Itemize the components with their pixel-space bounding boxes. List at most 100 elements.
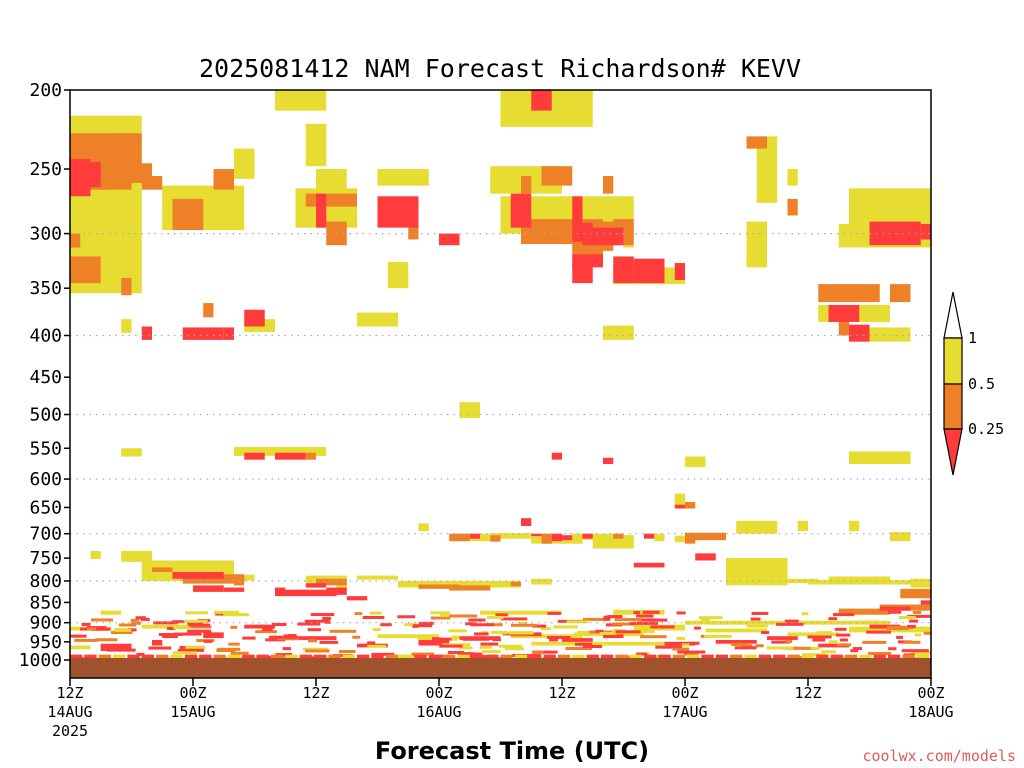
heatmap-cell [369, 611, 382, 615]
heatmap-cell [920, 600, 931, 605]
heatmap-cell [182, 327, 224, 340]
heatmap-cell [511, 623, 538, 627]
heatmap-cell [500, 654, 513, 659]
heatmap-cell [828, 576, 890, 581]
heatmap-cell [228, 642, 240, 646]
y-tick-label: 900 [29, 613, 62, 634]
heatmap-cell [501, 617, 528, 621]
heatmap-cell [758, 654, 772, 659]
y-tick-label: 400 [29, 325, 62, 346]
heatmap-cell [316, 578, 347, 586]
heatmap-cell [890, 532, 911, 542]
heatmap-cell [582, 644, 603, 648]
heatmap-cell [479, 645, 492, 649]
heatmap-cell [582, 227, 624, 246]
heatmap-cell [275, 452, 306, 460]
heatmap-cell [532, 650, 558, 654]
heatmap-cell [275, 653, 293, 657]
heatmap-cell [199, 654, 212, 659]
heatmap-cell [541, 166, 573, 186]
heatmap-cell [755, 644, 764, 648]
heatmap-cell [305, 583, 327, 588]
heatmap-cell [203, 303, 214, 318]
heatmap-cell [849, 324, 870, 342]
heatmap-cell [572, 241, 603, 257]
heatmap-cell [543, 654, 556, 659]
heatmap-cell [486, 654, 499, 659]
heatmap-cell [95, 638, 118, 642]
heatmap-cell [475, 636, 498, 640]
heatmap-cell [557, 654, 571, 659]
heatmap-cell [131, 621, 141, 625]
heatmap-cell [518, 621, 528, 625]
heatmap-cell [694, 626, 701, 630]
heatmap-cell [907, 624, 916, 628]
heatmap-cell [449, 585, 491, 591]
heatmap-cell [418, 584, 460, 589]
heatmap-cell [121, 277, 132, 296]
heatmap-cell [412, 624, 433, 628]
legend-label: 0.5 [968, 375, 995, 393]
heatmap-cell [70, 233, 81, 248]
heatmap-cell [562, 638, 593, 642]
heatmap-cell [801, 612, 809, 616]
heatmap-cell [613, 256, 634, 284]
y-tick-label: 450 [29, 367, 62, 388]
heatmap-cell [148, 646, 172, 650]
heatmap-cell [750, 617, 761, 621]
heatmap-cell [113, 654, 126, 659]
heatmap-cell [818, 643, 849, 648]
heatmap-cell [234, 446, 327, 456]
heatmap-cell [816, 631, 832, 635]
heatmap-cell [674, 535, 685, 543]
heatmap-cell [468, 618, 486, 622]
heatmap-cell [504, 647, 525, 651]
heatmap-cell [785, 640, 793, 644]
x-tick-label: 12Z [56, 684, 83, 702]
heatmap-cell [213, 654, 226, 659]
heatmap-cell [547, 635, 571, 639]
heatmap-cell [487, 623, 503, 627]
heatmap-cell [684, 652, 699, 656]
heatmap-cell [299, 654, 312, 659]
heatmap-cell [141, 326, 152, 340]
heatmap-cell [322, 616, 332, 620]
heatmap-cell [521, 176, 532, 194]
heatmap-cell [828, 617, 838, 621]
heatmap-cell [255, 630, 277, 634]
heatmap-cell [380, 623, 392, 627]
heatmap-cell [371, 654, 384, 659]
heatmap-cell [190, 625, 212, 629]
heatmap-cell [172, 620, 186, 624]
heatmap-cell [141, 176, 163, 190]
x-tick-label: 17AUG [662, 703, 707, 721]
heatmap-cell [397, 615, 416, 619]
heatmap-cell [685, 537, 696, 544]
heatmap-cell [734, 646, 757, 650]
heatmap-cell [357, 575, 398, 580]
heatmap-cell [766, 646, 794, 650]
heatmap-cell [275, 589, 337, 597]
heatmap-cell [371, 652, 395, 656]
heatmap-cell [685, 456, 706, 468]
heatmap-cell [715, 639, 757, 644]
y-tick-label: 250 [29, 159, 62, 180]
heatmap-cell [81, 622, 91, 626]
heatmap-cell [498, 644, 523, 648]
heatmap-cell [377, 196, 419, 228]
heatmap-cell [418, 621, 434, 625]
heatmap-cell [674, 504, 685, 509]
heatmap-cell [277, 637, 299, 641]
heatmap-cell [188, 623, 211, 627]
heatmap-cell [418, 639, 450, 646]
heatmap-cell [664, 641, 696, 646]
heatmap-cell [674, 493, 685, 506]
heatmap-cell [586, 654, 599, 659]
heatmap-cell [141, 624, 193, 629]
heatmap-cell [582, 533, 593, 539]
heatmap-cell [285, 654, 298, 659]
heatmap-cell [185, 611, 209, 615]
y-tick-label: 350 [29, 278, 62, 299]
heatmap-cell [612, 622, 636, 626]
heatmap-cell [70, 654, 83, 659]
